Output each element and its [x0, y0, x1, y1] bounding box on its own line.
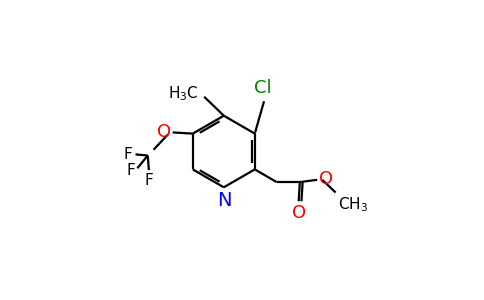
Text: N: N — [217, 191, 231, 211]
Text: F: F — [126, 163, 135, 178]
Text: O: O — [157, 123, 171, 141]
Text: F: F — [145, 173, 153, 188]
Text: CH$_3$: CH$_3$ — [338, 196, 368, 214]
Text: O: O — [292, 204, 306, 222]
Text: F: F — [124, 147, 133, 162]
Text: H$_3$C: H$_3$C — [167, 84, 198, 103]
Text: O: O — [319, 170, 333, 188]
Text: Cl: Cl — [254, 79, 272, 97]
